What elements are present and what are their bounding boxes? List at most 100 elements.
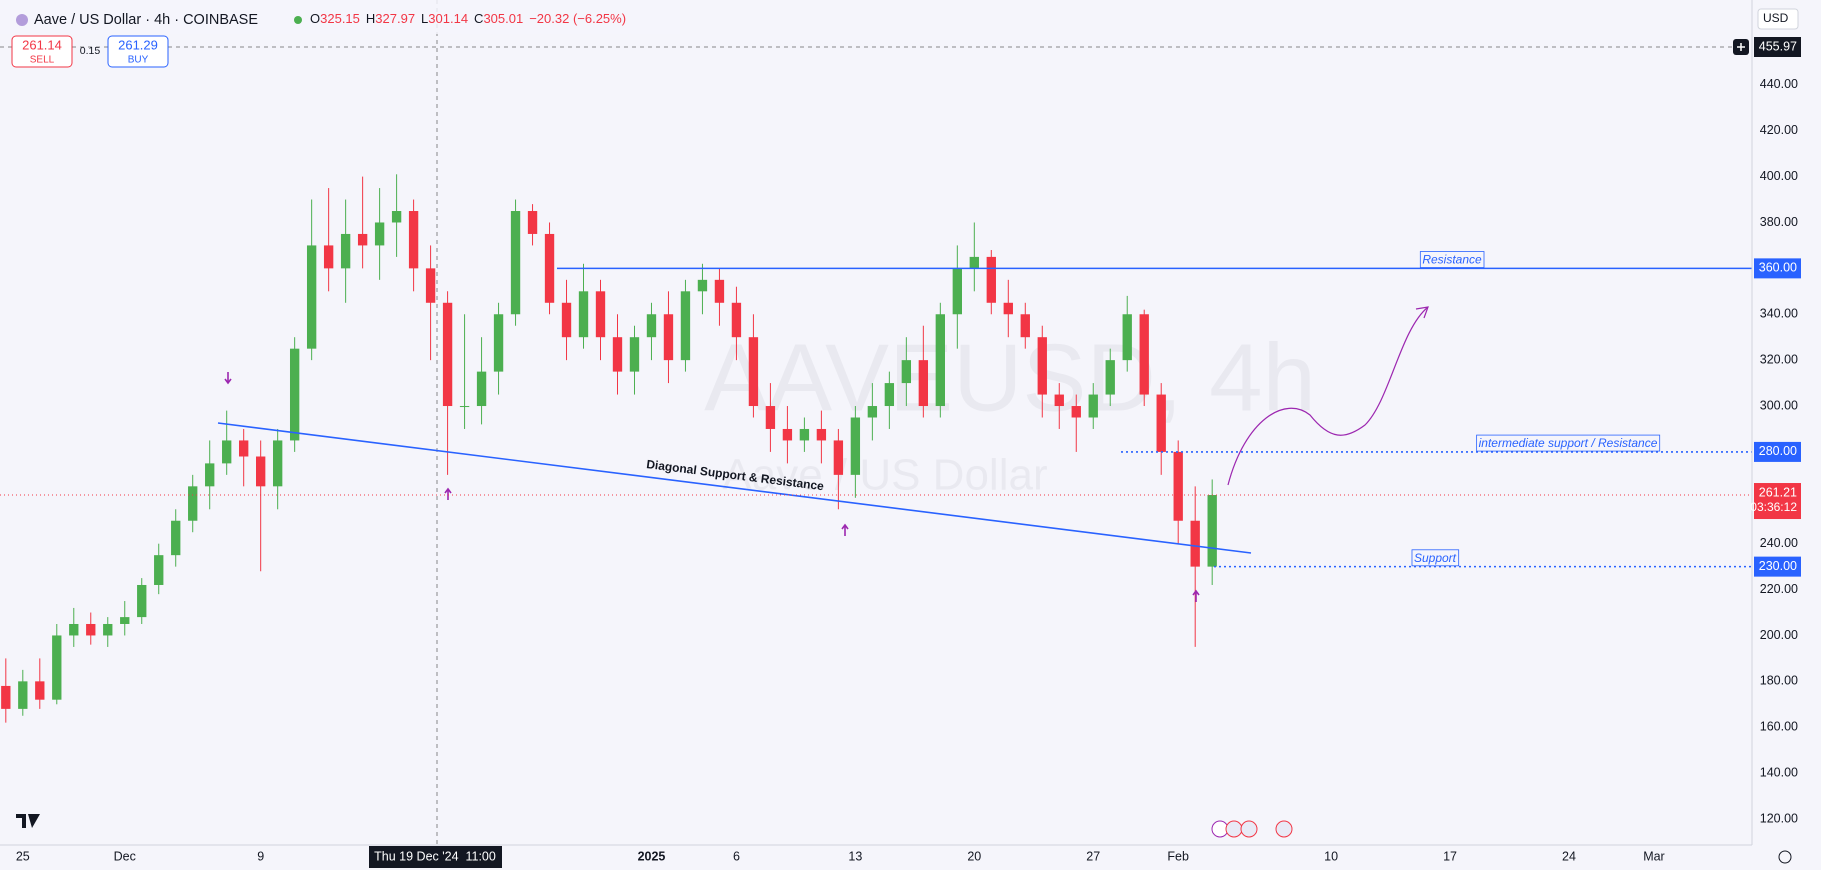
candle-body (52, 635, 62, 700)
event-icon[interactable] (1225, 820, 1243, 838)
ohlc-key: C (474, 11, 483, 26)
candle-body (476, 371, 487, 407)
candle-body (340, 233, 351, 269)
symbol-title[interactable]: Aave / US Dollar · 4h · COINBASE (34, 12, 258, 28)
candle-body (544, 233, 555, 303)
candle-body (1071, 406, 1081, 418)
candle-body (748, 337, 759, 407)
candle-body (1054, 394, 1064, 407)
y-tick-label: 200.00 (1760, 628, 1798, 642)
candle-body (901, 360, 912, 384)
watermark-name: Aave / US Dollar (722, 451, 1047, 500)
x-tick-label: 6 (733, 849, 740, 863)
candle-body (680, 291, 691, 361)
price-axis (1752, 0, 1821, 870)
candle-body (1, 685, 11, 709)
level-label: 280.00 (1759, 444, 1797, 458)
y-tick-label: 380.00 (1760, 215, 1798, 229)
y-tick-label: 320.00 (1760, 352, 1798, 366)
candle-body (510, 211, 521, 315)
candle-body (884, 383, 895, 407)
candle-body (935, 314, 946, 407)
y-tick-label: 160.00 (1760, 720, 1798, 734)
event-icon[interactable] (1240, 820, 1258, 838)
sell-label[interactable]: SELL (30, 55, 55, 66)
settings-icon[interactable] (1778, 850, 1792, 864)
candle-body (731, 302, 742, 338)
candle-body (714, 279, 725, 303)
ohlc-value: 305.01 (483, 11, 523, 26)
crosshair-price-label: 455.97 (1759, 39, 1797, 53)
event-icons (1211, 820, 1293, 838)
sell-price[interactable]: 261.14 (22, 37, 62, 52)
symbol-icon (16, 14, 28, 26)
ohlc-value: 325.15 (320, 11, 360, 26)
ohlc-key: H (366, 11, 375, 26)
candle-body (69, 623, 79, 636)
buy-label[interactable]: BUY (128, 55, 149, 66)
candle-body (765, 406, 776, 429)
candle-body (1139, 314, 1149, 395)
candle-body (256, 456, 266, 487)
crosshair-time-badge (369, 846, 502, 868)
level-badge (1754, 556, 1801, 577)
x-tick-label: Feb (1167, 849, 1189, 863)
ohlc-value: 327.97 (375, 11, 415, 26)
y-tick-label: 180.00 (1760, 674, 1798, 688)
candle-body (986, 256, 996, 303)
candle-body (188, 486, 198, 521)
candle-body (782, 428, 793, 441)
candle-body (1207, 495, 1217, 567)
candle-body (646, 314, 657, 338)
currency-label[interactable]: USD (1763, 11, 1789, 25)
candle-body (1020, 314, 1030, 338)
candle-body (442, 302, 453, 407)
watermark-symbol: AAVEUSD, 4h (704, 324, 1316, 431)
candle-body (799, 428, 810, 441)
arrow-up (444, 487, 452, 500)
level-name: Support (1414, 551, 1457, 565)
buy-price[interactable]: 261.29 (118, 37, 158, 52)
candle-body (1173, 451, 1183, 521)
x-tick-label: 10 (1324, 849, 1338, 863)
candle-body (1003, 302, 1013, 315)
candle-body (408, 211, 419, 269)
candle-body (1088, 394, 1098, 418)
candle-body (272, 440, 283, 487)
candle-body (969, 256, 979, 269)
candle-body (595, 291, 606, 338)
x-tick-label: 20 (967, 849, 981, 863)
currency-button[interactable] (1757, 8, 1799, 30)
crosshair-price-badge (1754, 37, 1801, 57)
candle-body (459, 406, 470, 408)
diagonal-line (217, 422, 1252, 554)
y-tick-label: 240.00 (1760, 536, 1798, 550)
level-name-box (1411, 549, 1460, 567)
candle-body (561, 302, 572, 338)
ohlc-key: L (421, 11, 428, 26)
ohlc-value: 301.14 (428, 11, 468, 26)
level-name-box (1476, 434, 1661, 452)
event-icon[interactable] (1275, 820, 1293, 838)
y-tick-label: 140.00 (1760, 765, 1798, 779)
logo[interactable] (16, 814, 40, 828)
projection-arrowhead (1415, 306, 1429, 319)
x-tick-label: 9 (257, 849, 264, 863)
countdown: 03:36:12 (1750, 500, 1797, 514)
projection-curve (1227, 306, 1429, 486)
candle-body (425, 268, 436, 303)
sell-button[interactable] (11, 35, 73, 68)
buy-button[interactable] (107, 35, 169, 68)
last-price-badge (1754, 483, 1801, 520)
level-name: Resistance (1422, 253, 1482, 267)
x-tick-label: 17 (1443, 849, 1457, 863)
y-tick-label: 300.00 (1760, 398, 1798, 412)
y-tick-label: 120.00 (1760, 811, 1798, 825)
spread: 0.15 (80, 45, 101, 57)
arrow-up (1192, 589, 1200, 602)
candle-body (357, 233, 368, 246)
ohlc: O325.15 H327.97 L301.14 C305.01 −20.32 (−6.2… (310, 11, 626, 26)
x-tick-label: 25 (16, 849, 30, 863)
candle-body (697, 279, 708, 292)
